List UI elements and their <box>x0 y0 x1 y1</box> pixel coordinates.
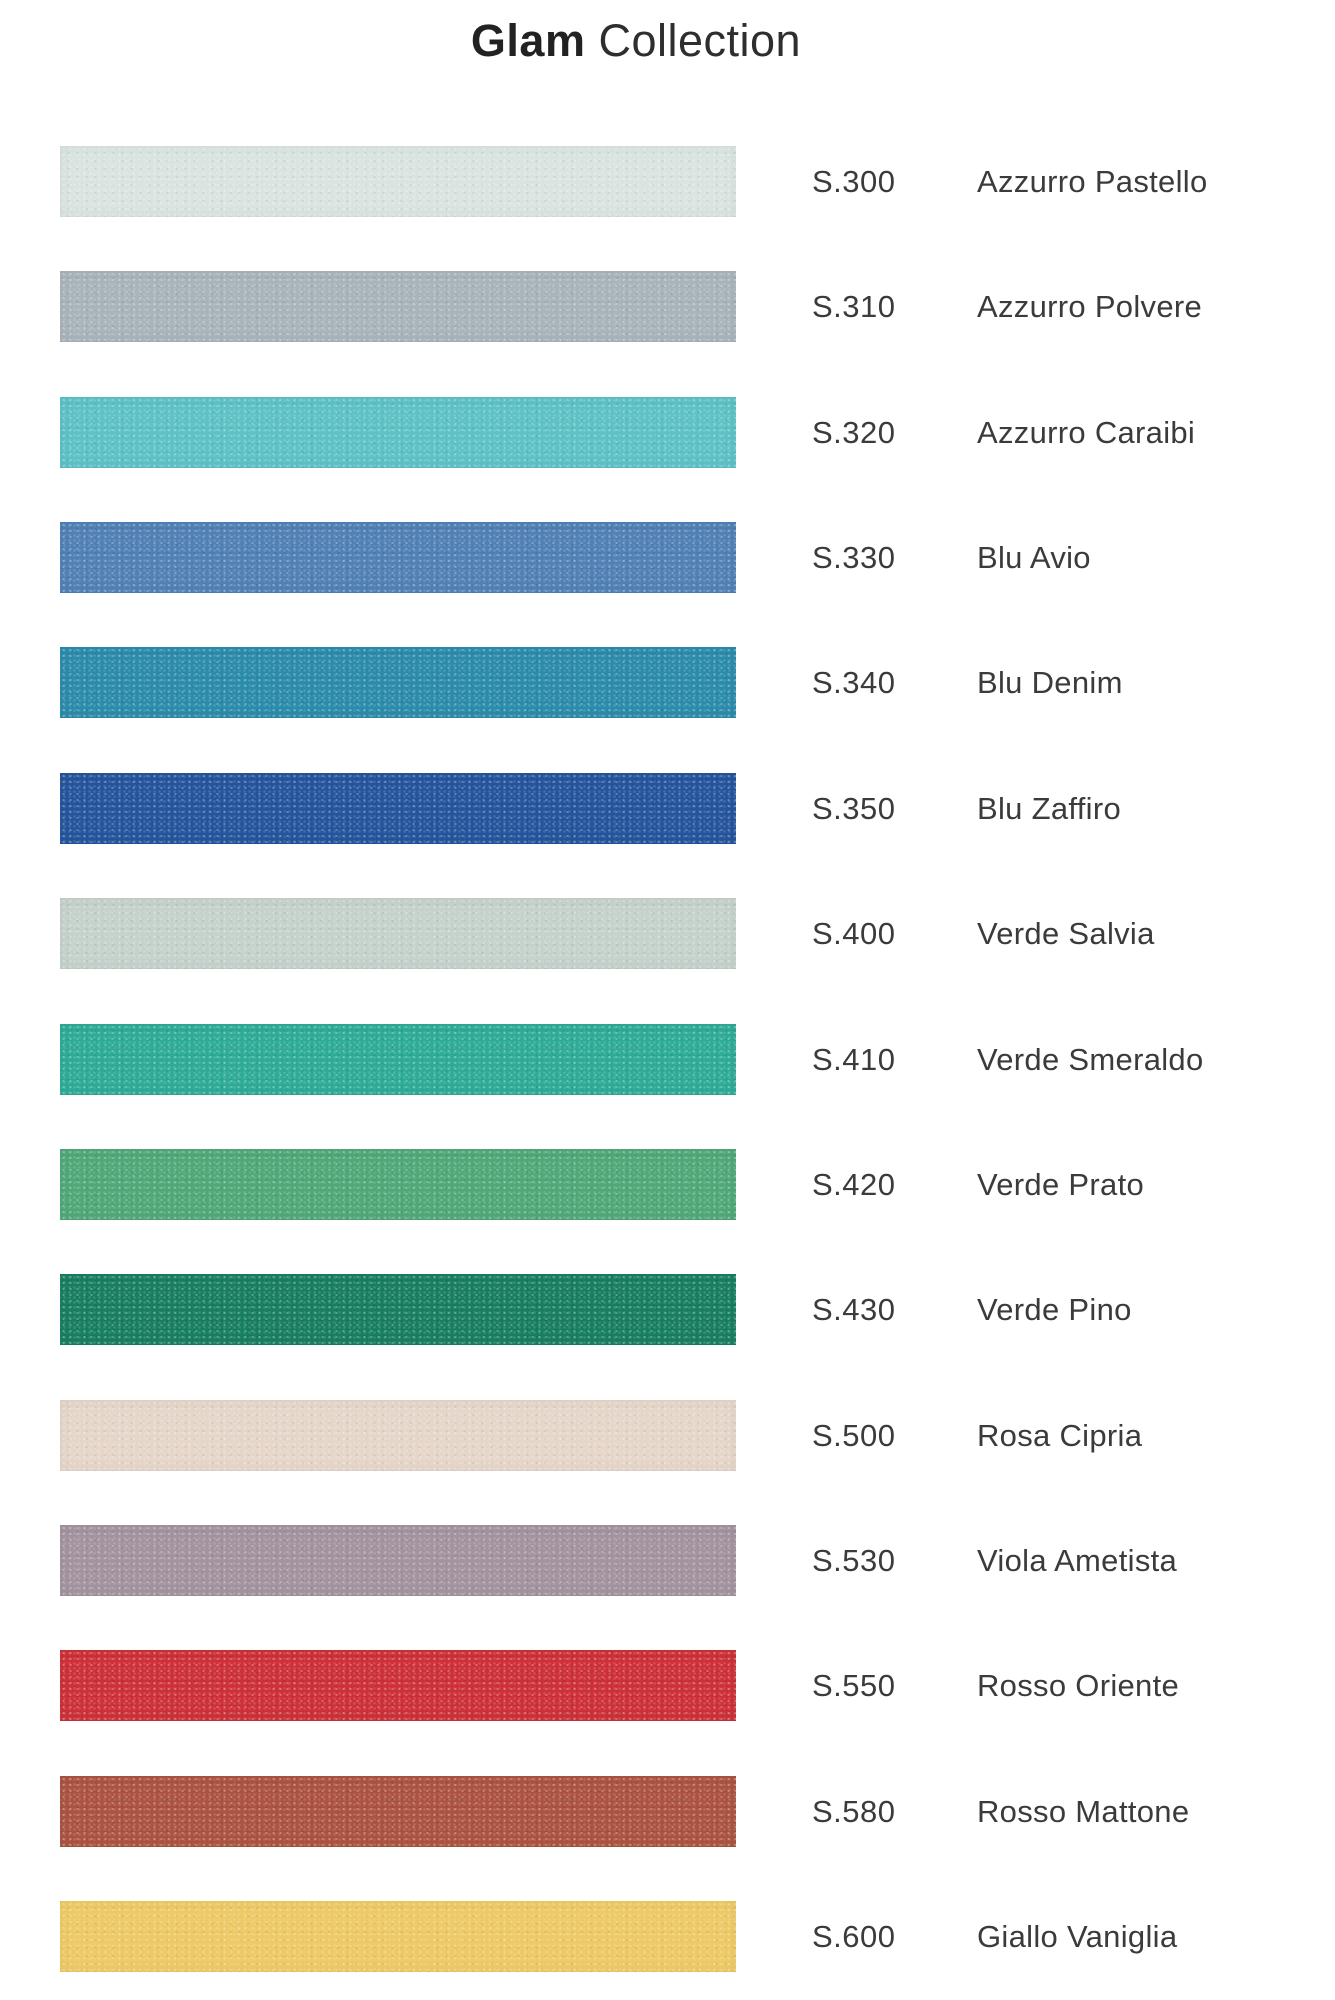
color-name-label: Verde Smeraldo <box>977 1042 1204 1077</box>
color-swatch-row: S.300 Azzurro Pastello <box>0 146 1335 217</box>
color-swatch <box>60 271 736 342</box>
color-name-label: Giallo Vaniglia <box>977 1919 1178 1954</box>
color-swatch-row: S.410 Verde Smeraldo <box>0 1024 1335 1095</box>
color-name-label: Azzurro Pastello <box>977 164 1208 199</box>
color-swatch <box>60 898 736 969</box>
color-swatch-row: S.580 Rosso Mattone <box>0 1776 1335 1847</box>
color-code-label: S.500 <box>812 1418 896 1453</box>
color-name-label: Blu Zaffiro <box>977 791 1122 826</box>
page-title: Glam Collection <box>0 14 1272 68</box>
color-code-label: S.550 <box>812 1668 896 1703</box>
page-title-rest: Collection <box>585 15 802 66</box>
color-swatch <box>60 647 736 718</box>
color-name-label: Azzurro Polvere <box>977 289 1203 324</box>
color-swatch <box>60 1776 736 1847</box>
color-swatch-row: S.340 Blu Denim <box>0 647 1335 718</box>
color-swatch <box>60 522 736 593</box>
color-swatch-row: S.600 Giallo Vaniglia <box>0 1901 1335 1972</box>
color-swatch-row: S.330 Blu Avio <box>0 522 1335 593</box>
color-swatch-row: S.550 Rosso Oriente <box>0 1650 1335 1721</box>
color-code-label: S.420 <box>812 1167 896 1202</box>
color-swatch <box>60 773 736 844</box>
color-name-label: Blu Denim <box>977 665 1123 700</box>
color-code-label: S.340 <box>812 665 896 700</box>
color-code-label: S.310 <box>812 289 896 324</box>
color-code-label: S.600 <box>812 1919 896 1954</box>
color-code-label: S.400 <box>812 916 896 951</box>
color-swatch <box>60 1024 736 1095</box>
color-code-label: S.580 <box>812 1794 896 1829</box>
color-swatch <box>60 146 736 217</box>
color-name-label: Viola Ametista <box>977 1543 1178 1578</box>
color-swatch <box>60 1525 736 1596</box>
color-name-label: Verde Salvia <box>977 916 1155 951</box>
color-code-label: S.300 <box>812 164 896 199</box>
color-name-label: Rosso Oriente <box>977 1668 1180 1703</box>
color-code-label: S.330 <box>812 540 896 575</box>
color-swatch <box>60 1400 736 1471</box>
color-swatch-row: S.530 Viola Ametista <box>0 1525 1335 1596</box>
color-name-label: Rosa Cipria <box>977 1418 1143 1453</box>
color-swatch-row: S.350 Blu Zaffiro <box>0 773 1335 844</box>
color-code-label: S.530 <box>812 1543 896 1578</box>
color-code-label: S.320 <box>812 415 896 450</box>
color-swatch <box>60 1274 736 1345</box>
color-name-label: Verde Prato <box>977 1167 1145 1202</box>
color-name-label: Blu Avio <box>977 540 1091 575</box>
color-swatch-row: S.430 Verde Pino <box>0 1274 1335 1345</box>
page-title-brand: Glam <box>470 15 586 66</box>
color-swatch-row: S.310 Azzurro Polvere <box>0 271 1335 342</box>
color-name-label: Verde Pino <box>977 1292 1132 1327</box>
color-swatch-row: S.400 Verde Salvia <box>0 898 1335 969</box>
color-code-label: S.350 <box>812 791 896 826</box>
color-swatch-row: S.420 Verde Prato <box>0 1149 1335 1220</box>
color-swatch <box>60 397 736 468</box>
color-swatch <box>60 1650 736 1721</box>
color-swatch <box>60 1149 736 1220</box>
color-swatch-row: S.500 Rosa Cipria <box>0 1400 1335 1471</box>
color-name-label: Rosso Mattone <box>977 1794 1190 1829</box>
color-swatch <box>60 1901 736 1972</box>
color-code-label: S.410 <box>812 1042 896 1077</box>
color-code-label: S.430 <box>812 1292 896 1327</box>
color-name-label: Azzurro Caraibi <box>977 415 1196 450</box>
color-swatch-row: S.320 Azzurro Caraibi <box>0 397 1335 468</box>
